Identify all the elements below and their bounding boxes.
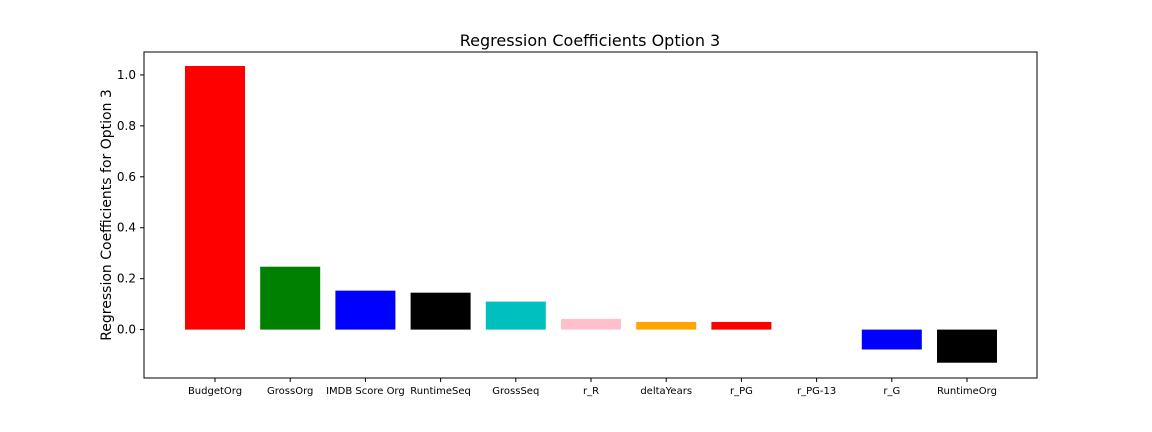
x-axis-ticks: BudgetOrg GrossOrg IMDB Score Org RuntimeSe… — [188, 378, 997, 397]
bar-r-pg — [711, 321, 772, 330]
bar-budgetorg — [185, 66, 245, 330]
x-tick-label: r_G — [883, 386, 900, 397]
bar-grossseq — [485, 301, 546, 330]
bar-deltayears — [636, 321, 697, 330]
bar-r-g — [861, 329, 922, 350]
bars-group — [185, 66, 997, 363]
y-tick-label: 0.0 — [117, 323, 136, 337]
x-tick-label: deltaYears — [640, 386, 692, 397]
y-tick-label: 0.6 — [117, 170, 136, 184]
x-tick-label: r_R — [583, 386, 599, 397]
y-axis-label: Regression Coefficients for Option 3 — [99, 89, 115, 341]
bar-runtimeseq — [410, 292, 471, 330]
x-tick-label: RuntimeSeq — [410, 386, 471, 397]
x-tick-label: RuntimeOrg — [937, 386, 997, 397]
bar-r-r — [561, 318, 621, 330]
x-tick-label: IMDB Score Org — [326, 386, 405, 397]
y-axis-ticks: 0.0 0.2 0.4 0.6 0.8 1.0 — [117, 68, 144, 337]
y-tick-label: 0.2 — [117, 272, 136, 286]
x-tick-label: r_PG — [730, 386, 753, 397]
x-tick-label: BudgetOrg — [188, 386, 242, 397]
x-tick-label: GrossSeq — [492, 386, 539, 397]
bar-imdb-score-org — [335, 290, 396, 330]
y-tick-label: 1.0 — [117, 68, 136, 82]
bar-grossorg — [260, 266, 321, 330]
y-tick-label: 0.4 — [117, 221, 136, 235]
bar-runtimeorg — [937, 329, 997, 363]
y-tick-label: 0.8 — [117, 119, 136, 133]
plot-frame — [143, 51, 1038, 379]
chart-title: Regression Coefficients Option 3 — [460, 31, 720, 50]
x-tick-label: r_PG-13 — [797, 386, 836, 397]
x-tick-label: GrossOrg — [267, 386, 313, 397]
